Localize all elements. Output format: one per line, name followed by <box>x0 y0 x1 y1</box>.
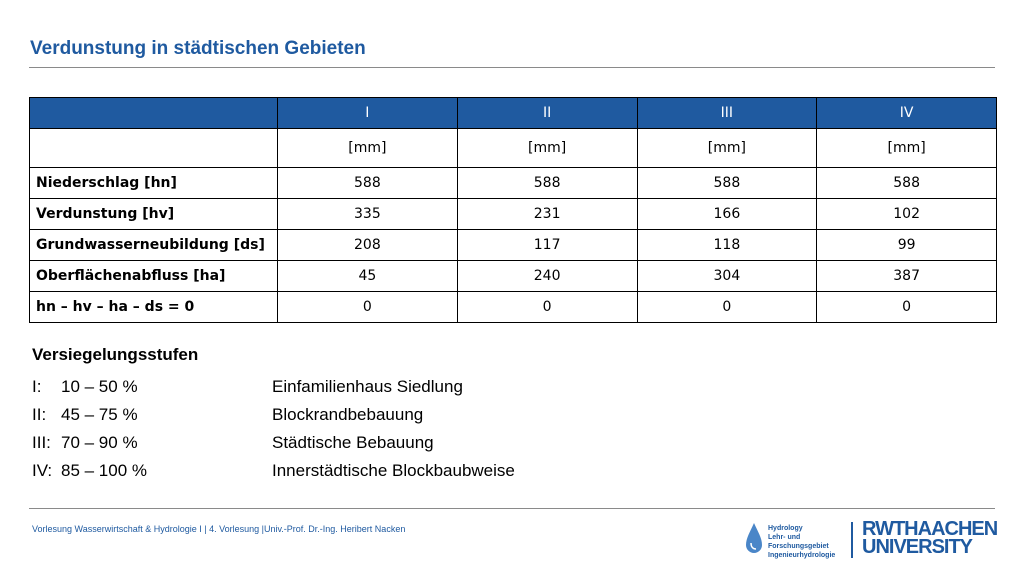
table-cell: 588 <box>277 167 458 199</box>
header-cell-ii: II <box>456 97 638 129</box>
water-balance-table: I II III IV [mm] [mm] [mm] [mm] Niedersc… <box>29 97 997 323</box>
level-description: Innerstädtische Blockbaubweise <box>272 461 515 480</box>
level-range: 70 – 90 % <box>61 433 138 452</box>
table-cell: 240 <box>456 260 638 292</box>
table-cell: 335 <box>277 198 458 230</box>
table-cell: 99 <box>816 229 997 261</box>
table-cell: 304 <box>636 260 818 292</box>
sealing-levels-heading: Versiegelungsstufen <box>32 345 199 364</box>
table-cell: 588 <box>456 167 638 199</box>
table-row: Grundwasserneubildung [ds] 208 117 118 9… <box>29 229 997 261</box>
level-range: 45 – 75 % <box>61 405 138 424</box>
row-label: Verdunstung [hv] <box>29 198 278 230</box>
unit-cell: [mm] <box>277 128 458 168</box>
row-label: Niederschlag [hn] <box>29 167 278 199</box>
slide-title: Verdunstung in städtischen Gebieten <box>30 38 366 59</box>
title-divider <box>29 67 995 68</box>
level-roman: III: <box>32 433 51 452</box>
rwth-logo-line2: UNIVERSITY <box>862 536 973 558</box>
hydrology-logo-line: Lehr- und <box>768 534 801 541</box>
table-row: hn – hv – ha – ds = 0 0 0 0 0 <box>29 291 997 323</box>
unit-cell: [mm] <box>636 128 818 168</box>
unit-cell: [mm] <box>816 128 997 168</box>
level-description: Städtische Bebauung <box>272 433 434 452</box>
row-label: hn – hv – ha – ds = 0 <box>29 291 278 323</box>
hydrology-logo-line: Forschungsgebiet <box>768 543 829 550</box>
table-cell: 0 <box>456 291 638 323</box>
table-cell: 231 <box>456 198 638 230</box>
table-cell: 117 <box>456 229 638 261</box>
table-header-row: I II III IV <box>29 97 997 129</box>
level-description: Einfamilienhaus Siedlung <box>272 377 463 396</box>
table-cell: 387 <box>816 260 997 292</box>
row-label: Oberflächenabfluss [ha] <box>29 260 278 292</box>
table-cell: 45 <box>277 260 458 292</box>
table-row: Verdunstung [hv] 335 231 166 102 <box>29 198 997 230</box>
header-cell-i: I <box>277 97 458 129</box>
table-cell: 0 <box>636 291 818 323</box>
table-cell: 118 <box>636 229 818 261</box>
level-roman: IV: <box>32 461 53 480</box>
unit-cell-empty <box>29 128 278 168</box>
logo-divider <box>851 522 853 558</box>
table-row: Oberflächenabfluss [ha] 45 240 304 387 <box>29 260 997 292</box>
hydrology-logo: Hydrology Lehr- und Forschungsgebiet Ing… <box>744 522 844 562</box>
table-cell: 0 <box>277 291 458 323</box>
table-cell: 588 <box>636 167 818 199</box>
table-units-row: [mm] [mm] [mm] [mm] <box>29 128 997 168</box>
table-cell: 166 <box>636 198 818 230</box>
level-roman: I: <box>32 377 42 396</box>
hydrology-logo-line: Ingenieurhydrologie <box>768 552 836 559</box>
row-label: Grundwasserneubildung [ds] <box>29 229 278 261</box>
header-cell-iii: III <box>636 97 818 129</box>
footer-divider <box>29 508 995 509</box>
level-range: 85 – 100 % <box>61 461 148 480</box>
water-drop-icon <box>746 523 762 553</box>
hydrology-logo-line: Hydrology <box>768 525 803 532</box>
unit-cell: [mm] <box>456 128 638 168</box>
table-cell: 208 <box>277 229 458 261</box>
hydrology-logo-text: Hydrology Lehr- und Forschungsgebiet Ing… <box>768 524 835 560</box>
header-cell-iv: IV <box>816 97 997 129</box>
table-cell: 102 <box>816 198 997 230</box>
footer-credit: Vorlesung Wasserwirtschaft & Hydrologie … <box>32 524 406 534</box>
header-cell-empty <box>29 97 278 129</box>
rwth-logo-line1: RWTHAACHEN <box>862 518 998 540</box>
level-description: Blockrandbebauung <box>272 405 424 424</box>
table-cell: 588 <box>816 167 997 199</box>
table-cell: 0 <box>816 291 997 323</box>
table-row: Niederschlag [hn] 588 588 588 588 <box>29 167 997 199</box>
level-range: 10 – 50 % <box>61 377 138 396</box>
level-roman: II: <box>32 405 47 424</box>
rwth-logo: RWTHAACHEN UNIVERSITY <box>862 518 998 558</box>
